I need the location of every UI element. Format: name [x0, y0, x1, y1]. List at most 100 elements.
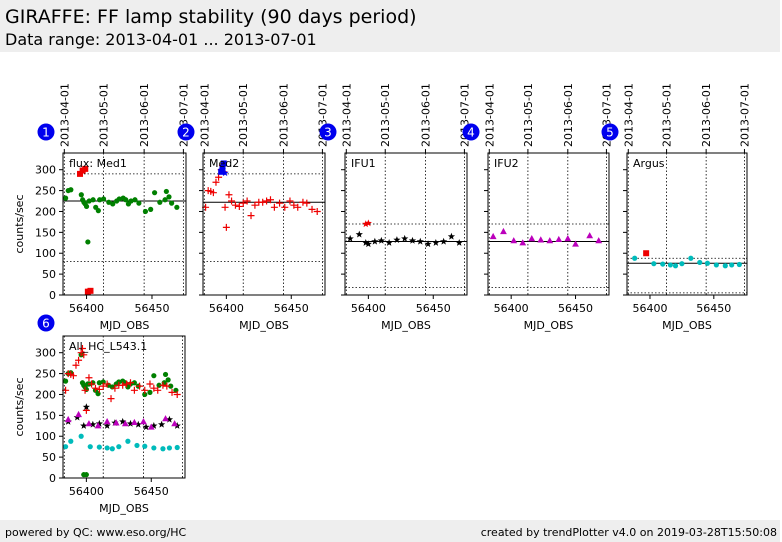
data-point — [220, 160, 227, 167]
data-point — [81, 386, 89, 394]
data-point — [355, 230, 363, 238]
x-axis-label: MJD_OBS — [239, 319, 289, 332]
data-point — [163, 382, 171, 390]
footer-credit: powered by QC: www.eso.org/HC — [5, 526, 187, 539]
data-point — [362, 238, 370, 246]
data-point — [130, 418, 138, 426]
data-point — [85, 374, 93, 382]
y-tick-label: 200 — [35, 205, 56, 218]
data-point — [251, 201, 259, 209]
panel-number-badge — [601, 123, 619, 141]
data-point — [416, 237, 424, 245]
y-tick-label: 150 — [35, 226, 56, 239]
date-tick-label: 2013-05-01 — [98, 83, 111, 147]
date-tick-label: 2013-05-01 — [661, 83, 674, 147]
data-point — [88, 380, 96, 388]
data-point — [401, 234, 409, 242]
data-point — [142, 423, 150, 431]
data-point — [510, 237, 518, 244]
data-point — [62, 378, 69, 384]
data-point — [546, 237, 554, 244]
data-point — [90, 197, 96, 203]
data-point — [89, 420, 97, 428]
data-point — [62, 444, 69, 450]
data-point — [87, 287, 94, 294]
panel-number: 3 — [324, 126, 332, 140]
data-point — [447, 232, 456, 240]
data-point — [106, 199, 112, 205]
data-point — [537, 236, 545, 243]
data-point — [221, 203, 229, 211]
data-point — [168, 388, 176, 396]
panel-number-badge — [462, 123, 480, 141]
data-point — [174, 204, 180, 210]
plot-frame — [62, 335, 186, 479]
data-point — [103, 418, 111, 425]
x-tick-label: 56400 — [632, 302, 667, 315]
data-point — [134, 442, 140, 449]
data-point — [121, 420, 129, 427]
data-point — [166, 194, 172, 200]
data-point — [377, 236, 385, 244]
x-tick-label: 56450 — [416, 302, 451, 315]
data-point — [123, 197, 129, 203]
data-point — [660, 261, 666, 267]
data-point — [632, 255, 638, 261]
panel-number: 5 — [606, 126, 614, 140]
data-point — [263, 197, 271, 205]
data-point — [68, 187, 74, 193]
data-point — [75, 410, 82, 418]
data-point — [362, 220, 370, 228]
data-point — [385, 238, 393, 246]
date-tick-label: 2013-06-01 — [138, 83, 151, 147]
data-point — [100, 196, 107, 202]
data-point — [103, 380, 111, 388]
data-point — [68, 438, 74, 444]
data-point — [528, 235, 536, 242]
data-point — [136, 200, 142, 206]
data-point — [87, 444, 93, 450]
panel-number-badge — [177, 123, 195, 141]
data-point — [123, 380, 131, 388]
x-axis-label: MJD_OBS — [100, 319, 150, 332]
y-tick-label: 150 — [35, 409, 56, 422]
panel-number-badge — [37, 123, 55, 141]
data-point — [119, 417, 127, 425]
data-point — [303, 199, 311, 207]
x-tick-label: 56400 — [69, 485, 104, 498]
data-point — [160, 446, 166, 452]
data-point — [116, 196, 122, 202]
panel-number: 2 — [182, 126, 190, 140]
data-point — [112, 419, 120, 426]
date-tick-label: 2013-06-01 — [562, 83, 575, 147]
date-tick-label: 2013-06-01 — [700, 83, 713, 147]
x-tick-label: 56400 — [69, 302, 104, 315]
data-point — [228, 197, 236, 205]
plot-frame — [626, 152, 748, 296]
data-point — [119, 381, 127, 389]
data-point — [146, 380, 154, 388]
data-point — [247, 212, 255, 220]
data-point — [83, 203, 90, 210]
data-point — [77, 170, 84, 177]
x-tick-label: 56450 — [274, 302, 309, 315]
x-axis-label: MJD_OBS — [99, 502, 149, 515]
panel-label: Med2 — [209, 157, 239, 170]
y-tick-label: 100 — [35, 430, 56, 443]
data-point — [63, 195, 69, 201]
data-point — [156, 382, 162, 388]
data-point — [95, 208, 101, 214]
plot-frame — [62, 152, 187, 296]
data-point — [259, 198, 267, 206]
date-tick-label: 2013-06-01 — [419, 83, 432, 147]
data-point — [134, 420, 142, 428]
x-tick-label: 56400 — [494, 302, 529, 315]
y-tick-label: 200 — [35, 388, 56, 401]
data-point — [85, 239, 91, 245]
data-point — [290, 201, 298, 209]
data-point — [519, 239, 527, 246]
plot-frame — [202, 152, 326, 296]
data-point — [168, 383, 174, 389]
data-point — [440, 237, 448, 245]
